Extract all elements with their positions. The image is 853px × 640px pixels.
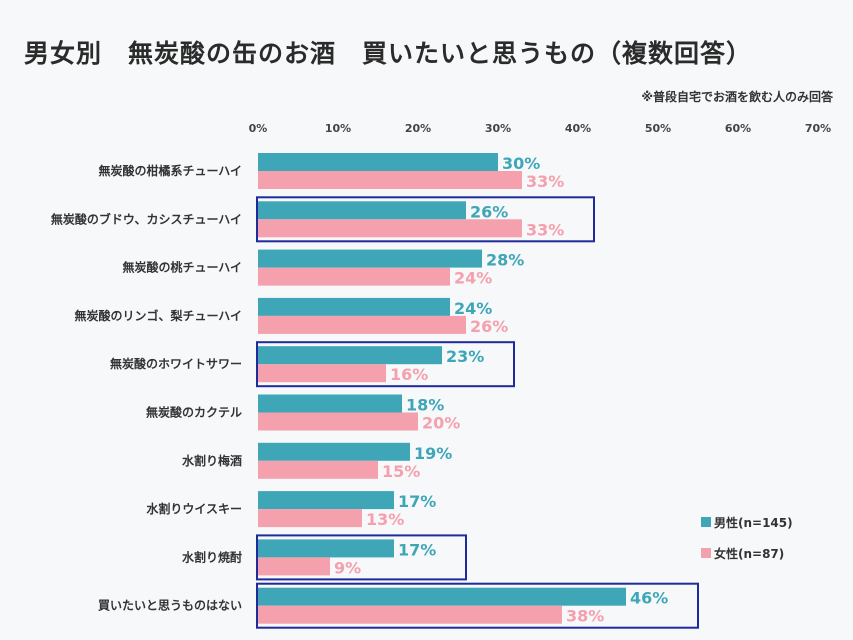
data-label-female: 13% — [366, 510, 404, 529]
legend: 男性(n=145) 女性(n=87) — [701, 515, 793, 561]
bar-male — [258, 201, 466, 220]
data-label-female: 26% — [470, 317, 508, 336]
data-label-male: 46% — [630, 589, 668, 608]
bar-male — [258, 297, 450, 316]
x-tick-label: 30% — [485, 122, 511, 135]
bar-female — [258, 315, 466, 334]
bar-male — [258, 539, 394, 558]
data-label-male: 18% — [406, 396, 444, 415]
data-label-female: 15% — [382, 462, 420, 481]
bar-female — [258, 557, 330, 576]
highlight-box — [256, 534, 467, 581]
data-label-male: 17% — [398, 492, 436, 511]
bar-female — [258, 171, 522, 189]
data-label-male: 24% — [454, 299, 492, 318]
category-label: 買いたいと思うものはない — [98, 599, 242, 613]
bar-male — [258, 442, 410, 461]
data-label-female: 16% — [390, 365, 428, 384]
data-label-male: 17% — [398, 540, 436, 559]
data-label-male: 23% — [446, 347, 484, 366]
bar-female — [258, 460, 378, 479]
legend-swatch-female — [701, 548, 711, 558]
x-tick-label: 0% — [249, 122, 268, 135]
category-label: 無炭酸の桃チューハイ — [122, 260, 242, 275]
category-label: 無炭酸のリンゴ、梨チューハイ — [74, 308, 242, 323]
bars — [258, 153, 626, 624]
x-tick-label: 60% — [725, 122, 751, 135]
legend-label-female: 女性(n=87) — [714, 546, 784, 561]
data-label-male: 19% — [414, 444, 452, 463]
x-axis-ticks: 0% 10% 20% 30% 40% 50% 60% 70% — [249, 122, 832, 135]
x-tick-label: 50% — [645, 122, 671, 135]
data-label-male: 26% — [470, 202, 508, 221]
data-label-female: 9% — [334, 558, 361, 577]
data-labels: 30%26%28%24%23%18%19%17%17%46%33%33%24%2… — [334, 154, 668, 626]
data-label-female: 38% — [566, 607, 604, 626]
data-label-male: 28% — [486, 251, 524, 270]
x-tick-label: 20% — [405, 122, 431, 135]
category-label: 無炭酸の柑橘系チューハイ — [98, 163, 242, 178]
bar-male — [258, 346, 442, 365]
category-label: 無炭酸のカクテル — [146, 405, 242, 420]
highlight-boxes — [256, 196, 699, 629]
bar-male — [258, 587, 626, 606]
bar-female — [258, 364, 386, 383]
x-tick-label: 40% — [565, 122, 591, 135]
data-label-female: 33% — [526, 220, 564, 239]
chart-note: ※普段自宅でお酒を飲む人のみ回答 — [641, 90, 833, 104]
category-labels: 無炭酸の柑橘系チューハイ無炭酸のブドウ、カシスチューハイ無炭酸の桃チューハイ無炭… — [51, 163, 242, 613]
bar-female — [258, 412, 418, 431]
bar-female — [258, 219, 522, 238]
bar-female — [258, 605, 562, 624]
legend-swatch-male — [701, 517, 711, 527]
highlight-box — [256, 582, 699, 629]
category-label: 水割り梅酒 — [182, 453, 242, 468]
bar-male — [258, 394, 402, 413]
chart-title: 男女別 無炭酸の缶のお酒 買いたいと思うもの（複数回答） — [24, 39, 753, 68]
x-tick-label: 10% — [325, 122, 351, 135]
data-label-female: 33% — [526, 172, 564, 191]
bar-female — [258, 267, 450, 286]
bar-male — [258, 249, 482, 268]
data-label-female: 24% — [454, 269, 492, 288]
x-tick-label: 70% — [805, 122, 831, 135]
legend-label-male: 男性(n=145) — [714, 515, 793, 530]
category-label: 無炭酸のブドウ、カシスチューハイ — [51, 211, 242, 226]
category-label: 無炭酸のホワイトサワー — [110, 356, 242, 371]
category-label: 水割りウイスキー — [146, 501, 242, 516]
bar-male — [258, 153, 498, 171]
highlight-box — [256, 341, 515, 388]
data-label-male: 30% — [502, 154, 540, 173]
data-label-female: 20% — [422, 414, 460, 433]
highlight-box — [256, 196, 595, 243]
category-label: 水割り焼酎 — [182, 549, 242, 564]
bar-male — [258, 491, 394, 510]
bar-female — [258, 509, 362, 528]
